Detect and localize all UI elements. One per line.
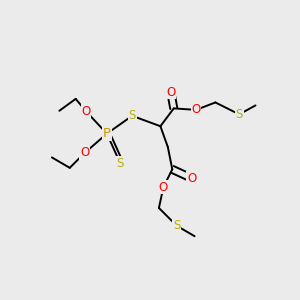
Text: S: S (236, 108, 243, 121)
Text: P: P (103, 127, 111, 140)
Text: O: O (159, 181, 168, 194)
Text: O: O (82, 105, 91, 118)
Text: S: S (117, 157, 124, 170)
Text: O: O (166, 85, 176, 98)
Text: O: O (187, 172, 196, 185)
Text: O: O (191, 103, 201, 116)
Text: S: S (173, 219, 180, 232)
Text: S: S (128, 109, 136, 122)
Text: O: O (80, 146, 89, 160)
